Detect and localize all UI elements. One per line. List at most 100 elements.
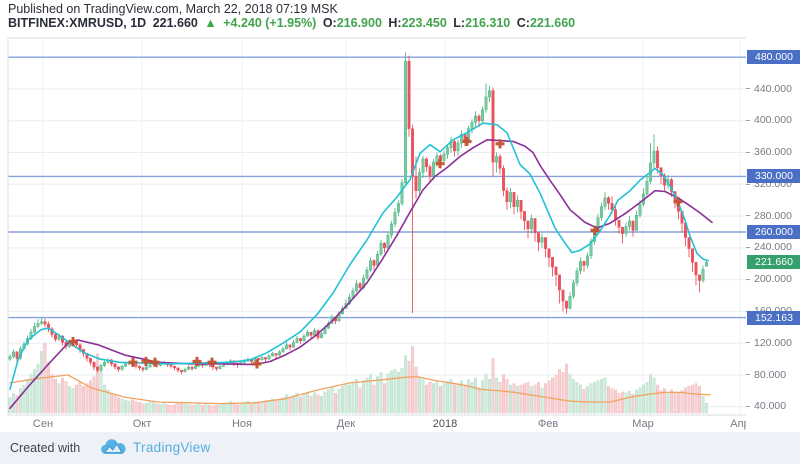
candle-body [607,197,610,204]
price-tick-label: 40.000 [746,400,786,412]
candle-body [603,197,607,207]
volume-bar [344,383,348,414]
volume-bar [656,384,660,414]
price-level-badge: 480.000 [747,50,800,65]
open-value: 216.900 [336,16,382,30]
volume-bar [235,404,239,414]
candle-body [187,366,190,370]
volume-bar [547,380,551,414]
volume-bar [369,374,373,414]
time-axis-label: Сен [32,418,54,430]
volume-bar [621,391,625,414]
volume-bar [78,382,82,414]
volume-bar [120,398,124,414]
candle-body [453,141,456,152]
volume-bar [435,380,439,414]
volume-bar [148,401,152,414]
price-tick-label: 280.000 [746,210,792,222]
volume-bar [151,402,155,414]
volume-bar [26,379,30,414]
volume-bar [295,393,299,414]
volume-bar [155,403,159,414]
volume-bar [432,383,436,414]
candle-body [575,270,579,284]
price-tick-label: 120.000 [746,337,792,349]
candle-body [481,109,484,122]
candle-body [390,223,393,236]
volume-bar [411,346,415,414]
candle-body [400,182,404,204]
volume-bar [54,379,58,414]
volume-bar [123,400,127,414]
volume-bar [449,379,453,414]
candle-body [474,115,477,123]
candle-body [561,289,565,302]
volume-bar [481,380,485,414]
volume-bar [197,403,201,414]
candle-body [523,211,526,222]
candle-body [432,161,435,177]
volume-bar [81,386,85,414]
volume-bar [40,351,44,414]
volume-bar [635,389,639,414]
candle-body [379,242,383,255]
time-axis-label: Ноя [231,418,253,430]
volume-bar [61,377,65,414]
volume-bar [624,392,628,414]
cross-marker [68,337,78,347]
candle-body [428,166,432,177]
candle-body [530,218,533,230]
volume-bar [446,381,450,414]
candle-body [397,203,400,213]
candle-body [621,226,624,234]
volume-bar [19,388,23,414]
time-axis-label: Мар [632,418,654,430]
volume-bar [701,396,705,414]
candle-body [407,60,411,129]
volume-bar [33,369,37,414]
volume-bar [288,398,292,414]
candle-body [190,366,194,369]
volume-bar [677,393,681,414]
volume-bar [586,386,590,414]
last-price: 221.660 [152,16,198,30]
price-chart[interactable] [0,0,746,432]
candle-body [355,283,358,291]
candle-body [558,274,561,291]
volume-bar [190,405,194,414]
time-axis-label: Фев [537,418,559,430]
candle-body [264,357,267,360]
volume-bar [673,391,677,414]
volume-bar [393,369,397,414]
cross-marker [192,356,202,367]
candle-body [36,323,40,327]
cross-marker [462,136,472,147]
time-axis[interactable]: Сен Окт Ноя Дек 2018 Фев Мар Апр [0,415,746,432]
candle-body [701,269,705,281]
tradingview-brand-link[interactable]: TradingView [133,440,211,455]
candle-body [484,96,488,110]
volume-bar [109,393,113,414]
candle-body [169,364,173,367]
volume-bar [29,374,33,414]
high-label: H: [388,16,402,30]
volume-bar [376,376,380,414]
volume-bar [593,382,597,414]
volume-bar [491,358,495,414]
price-axis[interactable]: 440.000 400.000 360.000 320.000 280.000 240.0… [746,0,800,432]
candle-body [624,226,628,234]
volume-bar [488,379,492,414]
last-price-badge: 221.660 [747,255,800,270]
volume-bar [414,366,418,414]
volume-bar [607,386,611,414]
candle-body [145,366,148,370]
candle-body [687,237,691,249]
volume-bar [397,372,401,414]
volume-bar [551,377,555,414]
symbol-info-bar: BITFINEX:XMRUSD, 1D 221.660 ▲ +4.240 (+1… [8,16,578,30]
volume-bar [390,370,394,414]
volume-bar [200,405,204,414]
volume-bar [47,362,51,414]
volume-bar [106,389,110,414]
candle-body [138,365,141,369]
